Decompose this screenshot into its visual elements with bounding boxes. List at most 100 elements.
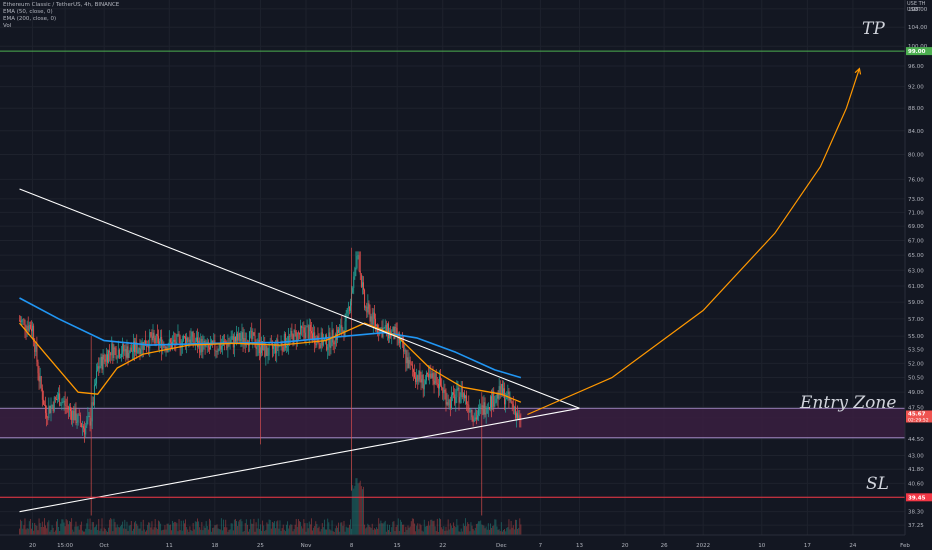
time-axis[interactable]: 20 15:00 Oct 11 18 25 Nov 8 15 22 Dec 7 13 20 26 2022 10… [0, 534, 910, 550]
volume-bar [51, 525, 53, 535]
candle-body [341, 325, 343, 333]
candle-body [237, 333, 239, 341]
indicator-volume[interactable]: Vol [3, 23, 12, 29]
volume-bar [261, 530, 262, 535]
candle-body [97, 366, 99, 371]
candle-body [384, 325, 386, 328]
volume-bar [152, 529, 154, 535]
candle-body [503, 388, 504, 395]
price-tick-label: 52.00 [908, 361, 924, 367]
volume-bar [129, 525, 131, 535]
sl-annotation: SL [866, 474, 889, 494]
volume-bar [292, 531, 294, 535]
candle-body [399, 340, 401, 344]
indicator-ema200[interactable]: EMA (200, close, 0) [3, 16, 57, 22]
candle-body [472, 417, 474, 422]
volume-bar [257, 518, 259, 535]
candle-body [505, 399, 507, 405]
candle-body [517, 413, 519, 419]
candle-body [290, 330, 292, 337]
volume-bar [518, 527, 520, 535]
candle-body [513, 407, 515, 408]
volume-bar [459, 531, 461, 535]
volume-bar [213, 527, 215, 535]
candle-body [88, 415, 90, 417]
candle-body [332, 330, 334, 343]
candle-body [29, 324, 31, 329]
volume-bar [351, 528, 353, 535]
lower-trendline[interactable] [19, 407, 580, 513]
volume-bar [238, 521, 240, 535]
volume-bar [72, 529, 74, 535]
candle-body [147, 345, 149, 347]
candle-body [407, 357, 409, 369]
price-axis[interactable]: 37.2538.3039.4540.6041.8043.0044.5046.50… [904, 0, 932, 550]
candle-body [271, 342, 273, 349]
candle-body [101, 356, 103, 370]
volume-bar [39, 523, 41, 535]
currency-label[interactable]: USE TH USDT [907, 1, 931, 13]
volume-bar [70, 521, 71, 535]
volume-bar [190, 529, 192, 535]
volume-bar [344, 531, 346, 535]
drawings [19, 67, 862, 513]
volume-bar [286, 524, 287, 535]
volume-bar [297, 519, 299, 535]
indicator-ema50[interactable]: EMA (50, close, 0) [3, 9, 53, 15]
volume-bar [252, 523, 254, 535]
volume-bar [472, 528, 474, 535]
volume-bar [439, 518, 440, 535]
candle-body [455, 397, 457, 404]
candle-body [42, 399, 44, 405]
volume-bar [100, 528, 102, 535]
volume-bar [497, 529, 499, 535]
candle-body [441, 385, 443, 388]
candle-body [180, 347, 182, 348]
upper-trendline[interactable] [19, 188, 580, 409]
candle-body [142, 341, 144, 350]
volume-bar [172, 520, 173, 535]
volume-bar [366, 527, 368, 535]
volume-bar [235, 519, 236, 535]
volume-bar [316, 523, 318, 535]
volume-bar [254, 531, 256, 535]
candle-body [333, 342, 335, 345]
volume-bar [111, 519, 113, 535]
projection-curve[interactable] [527, 68, 860, 416]
candle-body [238, 332, 240, 341]
candle-body [157, 336, 159, 345]
volume-bar [97, 530, 99, 535]
candle-body [192, 331, 194, 342]
volume-bar [442, 529, 444, 535]
volume-bar [410, 521, 412, 535]
volume-bar [301, 526, 303, 535]
volume-bar [205, 521, 207, 535]
candle-body [152, 332, 154, 341]
candle-body [447, 402, 449, 406]
volume-bar [346, 527, 348, 535]
volume-bar [441, 527, 443, 535]
candle-body [203, 340, 205, 342]
candle-body [75, 408, 77, 424]
time-tick-label: Nov [301, 543, 312, 549]
volume-bar [278, 528, 280, 535]
volume-bar [503, 529, 504, 535]
candle-body [498, 386, 500, 399]
candle-body [161, 337, 163, 351]
tp-price-tag: 99.00 [908, 49, 926, 55]
time-tick-label: 18 [211, 543, 218, 549]
volume-bar [490, 523, 491, 535]
candle-body [119, 357, 121, 358]
volume-bar [64, 526, 66, 535]
volume-bar [355, 478, 357, 535]
candle-body [453, 392, 455, 395]
candle-body [495, 398, 497, 403]
volume-bar [370, 528, 372, 535]
volume-bar [179, 530, 181, 535]
candle-body [465, 395, 466, 399]
volume-bar [102, 531, 104, 535]
volume-bar [482, 525, 484, 535]
volume-bar [253, 518, 255, 535]
candle-body [487, 407, 489, 408]
